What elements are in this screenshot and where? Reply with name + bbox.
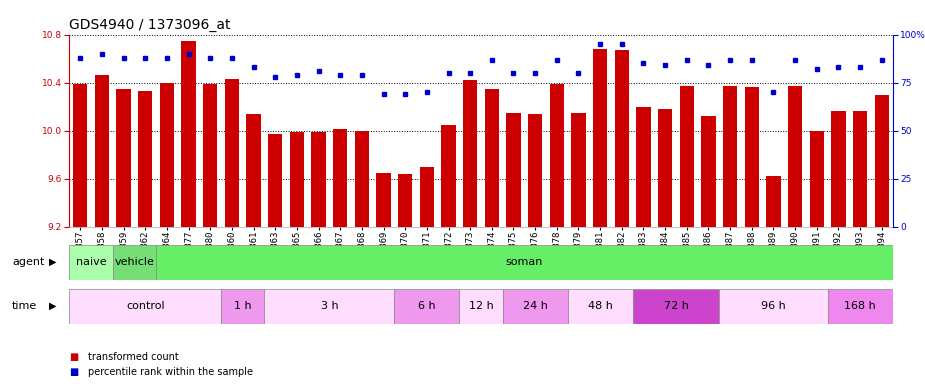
Bar xyxy=(633,289,720,324)
Bar xyxy=(723,86,737,227)
Text: time: time xyxy=(12,301,37,311)
Text: 3 h: 3 h xyxy=(321,301,339,311)
Bar xyxy=(156,245,893,280)
Bar xyxy=(138,91,153,227)
Bar xyxy=(788,86,802,227)
Text: ▶: ▶ xyxy=(49,257,56,267)
Bar xyxy=(460,289,502,324)
Bar xyxy=(398,174,413,227)
Text: percentile rank within the sample: percentile rank within the sample xyxy=(88,367,253,377)
Bar xyxy=(809,131,824,227)
Bar xyxy=(117,89,130,227)
Bar xyxy=(615,50,629,227)
Bar xyxy=(376,172,390,227)
Text: 48 h: 48 h xyxy=(587,301,612,311)
Bar xyxy=(463,80,477,227)
Text: ▶: ▶ xyxy=(49,301,56,311)
Bar xyxy=(290,132,304,227)
Bar xyxy=(549,84,564,227)
Bar xyxy=(853,111,867,227)
Bar xyxy=(221,289,265,324)
Bar xyxy=(225,79,239,227)
Bar xyxy=(181,41,195,227)
Bar xyxy=(745,88,758,227)
Text: control: control xyxy=(126,301,165,311)
Bar xyxy=(593,49,607,227)
Text: 96 h: 96 h xyxy=(761,301,786,311)
Text: ■: ■ xyxy=(69,367,79,377)
Text: 12 h: 12 h xyxy=(469,301,493,311)
Bar xyxy=(312,132,326,227)
Bar xyxy=(485,89,499,227)
Bar xyxy=(394,289,460,324)
Bar xyxy=(680,86,694,227)
Bar xyxy=(767,176,781,227)
Bar xyxy=(568,289,633,324)
Bar xyxy=(636,107,650,227)
Text: 168 h: 168 h xyxy=(845,301,876,311)
Bar xyxy=(701,116,716,227)
Text: ■: ■ xyxy=(69,352,79,362)
Text: agent: agent xyxy=(12,257,44,267)
Bar xyxy=(355,131,369,227)
Bar xyxy=(832,111,845,227)
Bar xyxy=(502,289,568,324)
Bar xyxy=(828,289,893,324)
Text: 72 h: 72 h xyxy=(663,301,688,311)
Text: naive: naive xyxy=(76,257,106,267)
Text: GDS4940 / 1373096_at: GDS4940 / 1373096_at xyxy=(69,18,231,32)
Text: transformed count: transformed count xyxy=(88,352,179,362)
Bar xyxy=(572,113,586,227)
Bar xyxy=(69,245,113,280)
Text: 24 h: 24 h xyxy=(523,301,548,311)
Bar xyxy=(268,134,282,227)
Bar xyxy=(265,289,394,324)
Bar xyxy=(204,84,217,227)
Bar xyxy=(73,84,87,227)
Bar xyxy=(441,124,455,227)
Bar xyxy=(69,289,221,324)
Bar xyxy=(113,245,156,280)
Text: 1 h: 1 h xyxy=(234,301,252,311)
Bar xyxy=(720,289,828,324)
Bar xyxy=(528,114,542,227)
Bar xyxy=(420,167,434,227)
Text: vehicle: vehicle xyxy=(115,257,154,267)
Bar xyxy=(658,109,672,227)
Bar xyxy=(246,114,261,227)
Bar xyxy=(160,83,174,227)
Text: 6 h: 6 h xyxy=(418,301,436,311)
Text: soman: soman xyxy=(506,257,543,267)
Bar xyxy=(333,129,347,227)
Bar xyxy=(507,113,521,227)
Bar xyxy=(875,94,889,227)
Bar xyxy=(95,75,109,227)
